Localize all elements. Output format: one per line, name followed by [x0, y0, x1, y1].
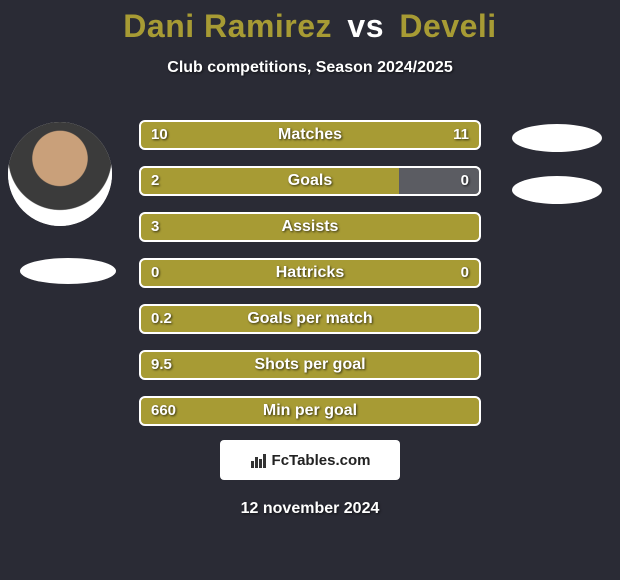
stat-row: Matches10 11	[139, 120, 481, 150]
stat-value-left: 660	[151, 396, 176, 426]
logo-text: FcTables.com	[272, 452, 371, 469]
stat-value-left: 3	[151, 212, 159, 242]
stat-value-right: 11	[453, 120, 469, 150]
chart-bars-icon	[250, 451, 268, 469]
stat-value-left: 10	[151, 120, 168, 150]
fctables-logo: FcTables.com	[220, 440, 400, 480]
date-label: 12 november 2024	[0, 500, 620, 518]
stat-value-left: 9.5	[151, 350, 172, 380]
stat-row: Assists3	[139, 212, 481, 242]
stat-row: Goals2 0	[139, 166, 481, 196]
stat-label: Goals	[139, 166, 481, 196]
comparison-title: Dani Ramirez vs Develi	[0, 0, 620, 45]
stat-label: Matches	[139, 120, 481, 150]
subtitle: Club competitions, Season 2024/2025	[0, 59, 620, 77]
stat-label: Hattricks	[139, 258, 481, 288]
stat-value-right: 0	[461, 166, 469, 196]
stat-label: Goals per match	[139, 304, 481, 334]
stat-value-left: 0	[151, 258, 159, 288]
stat-row: Shots per goal9.5	[139, 350, 481, 380]
stat-label: Min per goal	[139, 396, 481, 426]
stat-row: Hattricks0 0	[139, 258, 481, 288]
stat-row: Goals per match0.2	[139, 304, 481, 334]
comparison-chart: Matches1011Goals20Assists3Hattricks00Goa…	[0, 120, 620, 442]
stat-value-left: 0.2	[151, 304, 172, 334]
stat-label: Shots per goal	[139, 350, 481, 380]
player1-name: Dani Ramirez	[123, 8, 332, 44]
stat-label: Assists	[139, 212, 481, 242]
stat-value-right: 0	[461, 258, 469, 288]
player2-name: Develi	[399, 8, 496, 44]
stat-value-left: 2	[151, 166, 159, 196]
stat-row: Min per goal660	[139, 396, 481, 426]
title-vs: vs	[347, 8, 384, 44]
